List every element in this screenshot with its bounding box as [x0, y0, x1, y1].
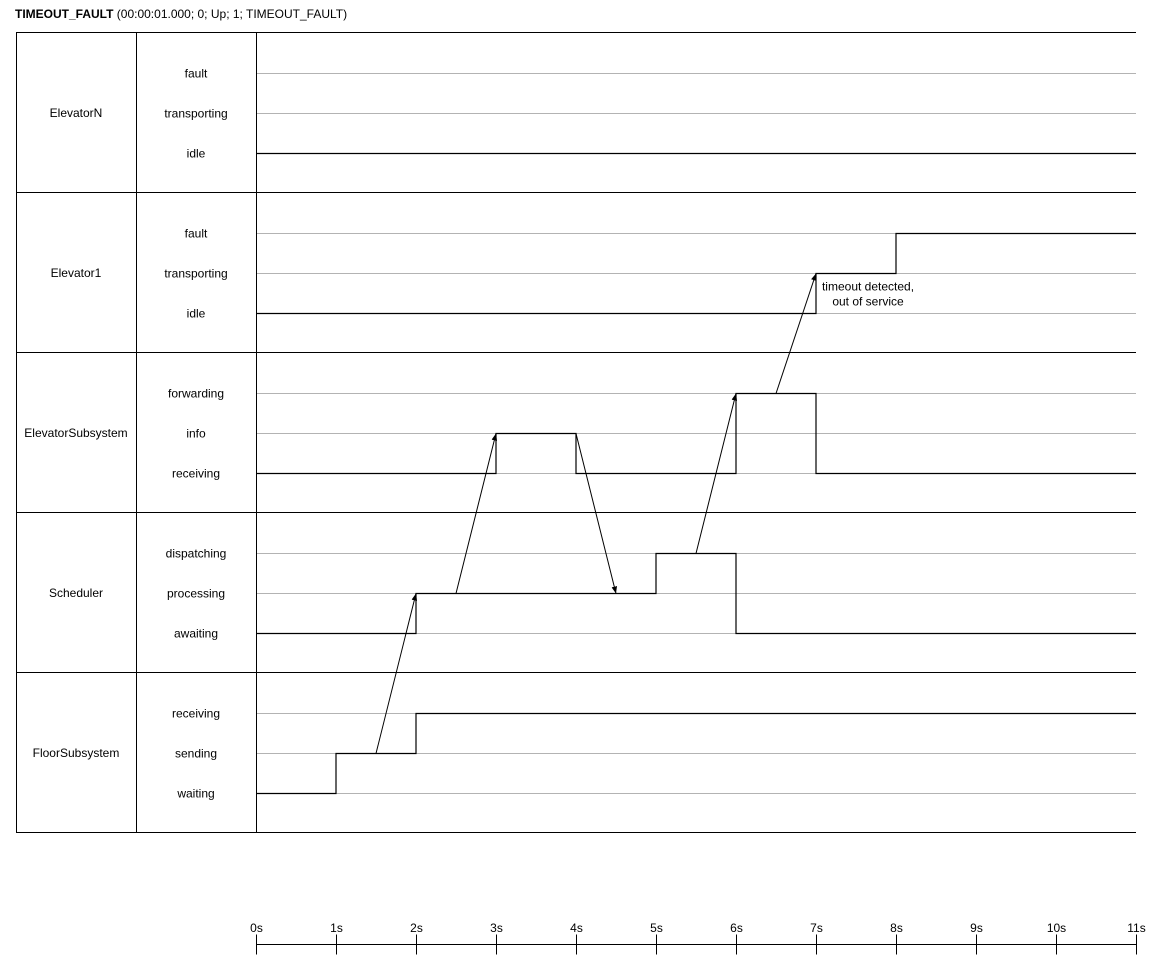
state-label: forwarding	[168, 387, 224, 401]
state-label: processing	[167, 587, 225, 601]
state-label: info	[186, 427, 206, 441]
message-arrow	[455, 433, 498, 594]
annotation-text: out of service	[832, 295, 904, 309]
diagram-title-params: (00:00:01.000; 0; Up; 1; TIMEOUT_FAULT)	[116, 7, 348, 21]
signal-trace	[256, 232, 1136, 315]
time-tick-label: 6s	[730, 921, 743, 935]
state-label: idle	[187, 147, 206, 161]
lane-label: Elevator1	[51, 266, 102, 280]
state-label: fault	[185, 67, 208, 81]
signal-trace	[256, 552, 1136, 635]
state-label: receiving	[172, 707, 220, 721]
time-tick-label: 8s	[890, 921, 903, 935]
message-arrow	[775, 273, 817, 394]
time-tick-label: 9s	[970, 921, 983, 935]
message-arrow	[695, 393, 738, 554]
time-tick-label: 11s	[1127, 921, 1145, 935]
lane-label: Scheduler	[49, 586, 103, 600]
time-tick-label: 1s	[330, 921, 343, 935]
state-label: receiving	[172, 467, 220, 481]
state-label: sending	[175, 747, 217, 761]
state-label: fault	[185, 227, 208, 241]
time-tick-label: 7s	[810, 921, 823, 935]
time-tick-label: 2s	[410, 921, 423, 935]
message-arrow	[375, 593, 418, 754]
state-label: waiting	[176, 787, 214, 801]
lane-label: ElevatorSubsystem	[24, 426, 127, 440]
state-label: transporting	[164, 267, 227, 281]
state-label: dispatching	[166, 547, 227, 561]
state-label: idle	[187, 307, 206, 321]
state-label: awaiting	[174, 627, 218, 641]
state-label: transporting	[164, 107, 227, 121]
lane-label: FloorSubsystem	[33, 746, 120, 760]
time-tick-label: 4s	[570, 921, 583, 935]
message-arrow	[575, 433, 618, 594]
time-tick-label: 10s	[1047, 921, 1066, 935]
lane-label: ElevatorN	[50, 106, 103, 120]
annotation-text: timeout detected,	[822, 280, 914, 294]
time-tick-label: 0s	[250, 921, 263, 935]
time-tick-label: 5s	[650, 921, 663, 935]
diagram-title-name: TIMEOUT_FAULT	[15, 7, 114, 21]
signal-trace	[256, 392, 1136, 475]
diagram-title: TIMEOUT_FAULT (00:00:01.000; 0; Up; 1; T…	[15, 7, 347, 21]
time-tick-label: 3s	[490, 921, 503, 935]
